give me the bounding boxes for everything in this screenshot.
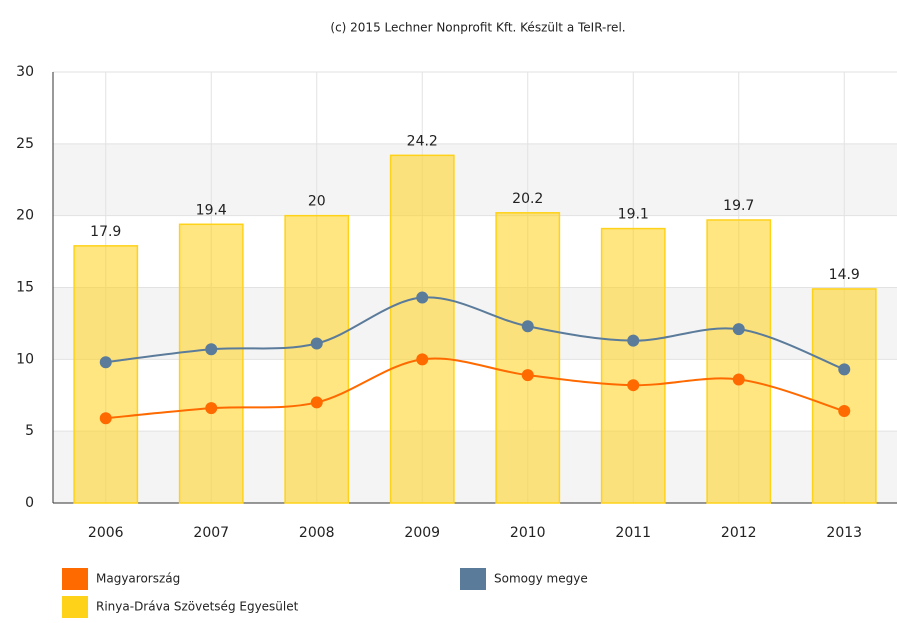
point bbox=[627, 379, 640, 392]
x-tick-label: 2008 bbox=[299, 525, 335, 541]
legend-swatch bbox=[62, 596, 88, 618]
point bbox=[99, 412, 112, 425]
point bbox=[99, 356, 112, 369]
line bbox=[105, 357, 845, 420]
point bbox=[732, 373, 745, 386]
x-tick-label: 2009 bbox=[404, 525, 440, 541]
data-label: 17.9 bbox=[90, 224, 121, 240]
y-tick-label: 0 bbox=[25, 495, 34, 511]
y-tick-label: 15 bbox=[16, 280, 34, 296]
x-tick-label: 2013 bbox=[826, 525, 862, 541]
x-tick-label: 2012 bbox=[721, 525, 757, 541]
point bbox=[521, 369, 534, 382]
bar bbox=[600, 227, 666, 504]
data-label: 20.2 bbox=[512, 191, 543, 207]
plot-band bbox=[53, 143, 897, 216]
point bbox=[205, 402, 218, 415]
legend-label: Somogy megye bbox=[494, 572, 588, 586]
bar bbox=[389, 154, 455, 504]
y-tick-label: 25 bbox=[16, 136, 34, 152]
point bbox=[627, 334, 640, 347]
x-tick-label: 2007 bbox=[193, 525, 229, 541]
bar bbox=[178, 223, 244, 504]
bar bbox=[284, 214, 350, 504]
legend-swatch bbox=[460, 568, 486, 590]
y-tick-label: 30 bbox=[16, 64, 34, 80]
data-label: 19.1 bbox=[618, 207, 649, 223]
legend-label: Rinya-Dráva Szövetség Egyesület bbox=[96, 600, 299, 614]
bar bbox=[73, 245, 139, 504]
legend-label: Magyarország bbox=[96, 572, 180, 586]
point bbox=[838, 363, 851, 376]
x-tick-label: 2011 bbox=[615, 525, 651, 541]
y-tick-label: 5 bbox=[25, 423, 34, 439]
point bbox=[732, 323, 745, 336]
data-label: 24.2 bbox=[407, 133, 438, 149]
y-tick-label: 10 bbox=[16, 351, 34, 367]
data-label: 19.4 bbox=[196, 202, 227, 218]
data-label: 14.9 bbox=[829, 267, 860, 283]
point bbox=[416, 353, 429, 366]
point bbox=[416, 291, 429, 304]
point bbox=[310, 337, 323, 350]
bar bbox=[495, 212, 561, 504]
data-label: 19.7 bbox=[723, 198, 754, 214]
y-tick-label: 20 bbox=[16, 208, 34, 224]
x-tick-label: 2006 bbox=[88, 525, 124, 541]
point bbox=[205, 343, 218, 356]
bar bbox=[811, 288, 877, 504]
bar bbox=[706, 219, 772, 504]
x-tick-label: 2010 bbox=[510, 525, 546, 541]
line bbox=[105, 296, 845, 371]
point bbox=[838, 405, 851, 418]
data-label: 20 bbox=[308, 194, 326, 210]
point bbox=[310, 396, 323, 409]
legend-swatch bbox=[62, 568, 88, 590]
point bbox=[521, 320, 534, 333]
chart-title: (c) 2015 Lechner Nonprofit Kft. Készült … bbox=[330, 21, 625, 35]
